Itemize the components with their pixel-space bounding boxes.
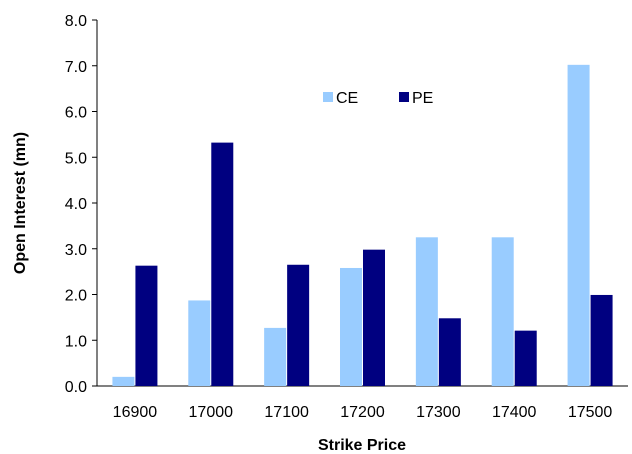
legend: CE PE — [323, 90, 433, 107]
bars-group — [112, 64, 613, 387]
y-tick-label: 8.0 — [65, 13, 87, 30]
y-tick-label: 7.0 — [65, 59, 87, 76]
bar-pe-17400 — [514, 330, 537, 386]
bar-ce-17000 — [188, 300, 211, 386]
y-tick-label: 0.0 — [65, 379, 87, 396]
bar-ce-17300 — [415, 237, 438, 386]
x-tick-label: 16900 — [113, 404, 158, 421]
y-tick-label: 5.0 — [65, 150, 87, 167]
y-tick-label: 1.0 — [65, 333, 87, 350]
legend-label-pe: PE — [412, 90, 433, 107]
legend-label-ce: CE — [336, 90, 358, 107]
bar-pe-17500 — [590, 294, 613, 386]
y-tick-label: 3.0 — [65, 242, 87, 259]
bar-pe-17300 — [438, 318, 461, 386]
x-tick-label: 17200 — [340, 404, 385, 421]
bar-ce-17400 — [491, 237, 514, 386]
legend-swatch-pe — [399, 92, 409, 102]
y-tick-label: 2.0 — [65, 288, 87, 305]
y-tick-label: 4.0 — [65, 196, 87, 213]
y-tick-label: 6.0 — [65, 105, 87, 122]
bar-ce-17200 — [340, 267, 362, 386]
legend-swatch-ce — [323, 92, 333, 102]
x-tick-label: 17000 — [189, 404, 234, 421]
y-axis-title: Open Interest (mn) — [12, 132, 29, 274]
bar-pe-16900 — [135, 265, 158, 386]
x-tick-label: 17300 — [416, 404, 461, 421]
bar-ce-17100 — [264, 327, 287, 386]
x-axis-ticks: 16900 17000 17100 17200 17300 17400 17500 — [113, 404, 613, 421]
bar-ce-16900 — [112, 376, 135, 386]
bar-pe-17000 — [211, 142, 234, 386]
x-tick-label: 17400 — [492, 404, 537, 421]
bar-pe-17200 — [363, 249, 385, 386]
x-axis-title: Strike Price — [318, 437, 406, 454]
y-axis-ticks: 0.0 1.0 2.0 3.0 4.0 5.0 6.0 7.0 8.0 — [65, 13, 97, 396]
x-tick-label: 17100 — [264, 404, 309, 421]
bar-pe-17100 — [287, 264, 310, 386]
bar-ce-17500 — [567, 64, 590, 387]
x-tick-label: 17500 — [568, 404, 613, 421]
